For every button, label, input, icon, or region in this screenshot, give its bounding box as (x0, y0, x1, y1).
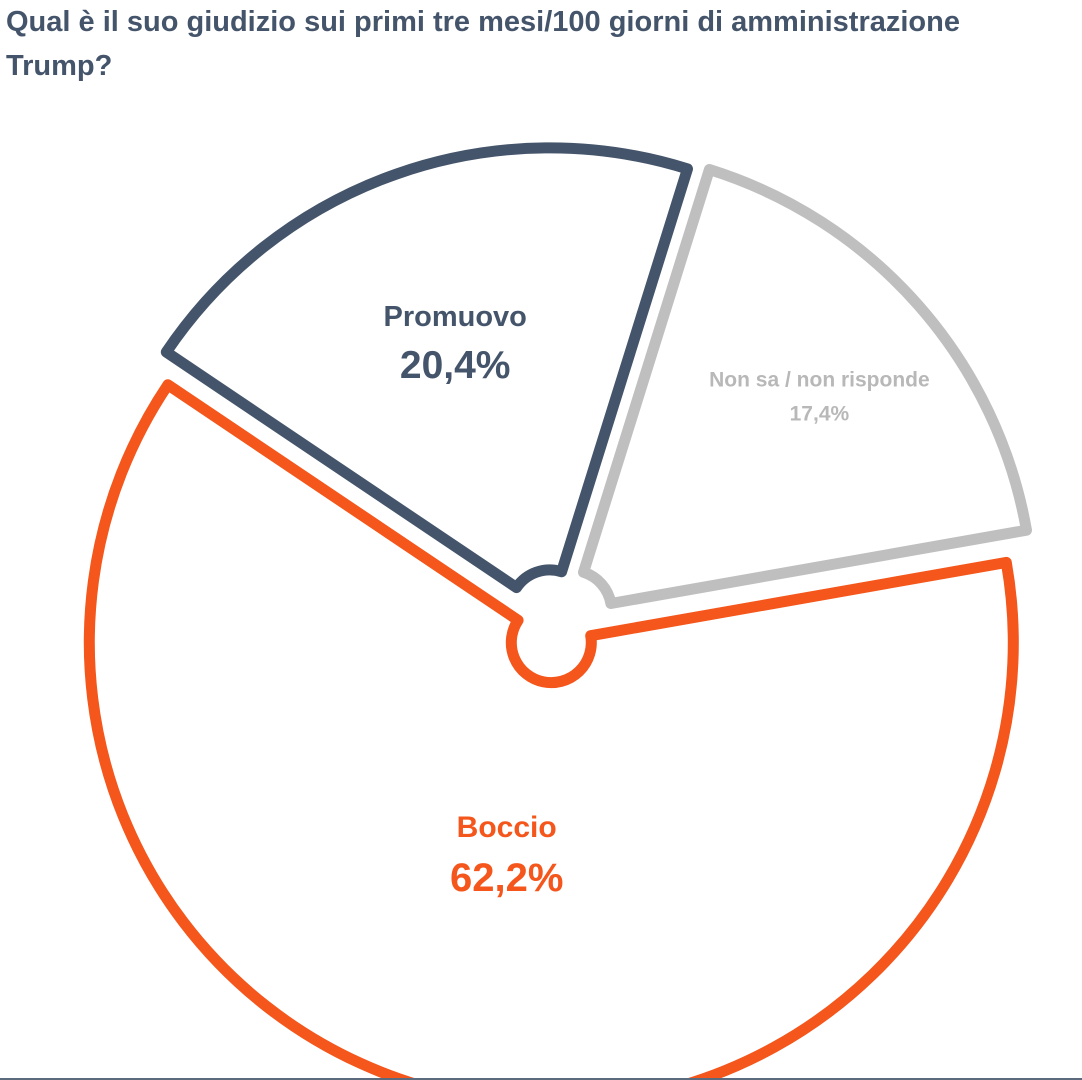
slice-label-2: Promuovo (383, 301, 526, 333)
slice-value-3: 17,4% (790, 403, 850, 426)
slice-label-1: Boccio (457, 811, 557, 844)
slice-value-2: 20,4% (400, 344, 511, 387)
pie-slice-2 (160, 142, 693, 594)
pie-labels: Boccio 62,2% Promuovo 20,4% Non sa / non ris… (383, 301, 929, 900)
chart-title: Qual è il suo giudizio sui primi tre mes… (6, 6, 960, 82)
slice-label-3: Non sa / non risponde (709, 369, 930, 392)
pie-slice-1 (83, 379, 1019, 1080)
slice-value-1: 62,2% (450, 856, 563, 900)
pie-slices (83, 142, 1032, 1080)
pie-slice-3 (578, 164, 1032, 609)
bottom-divider (0, 1078, 1082, 1080)
